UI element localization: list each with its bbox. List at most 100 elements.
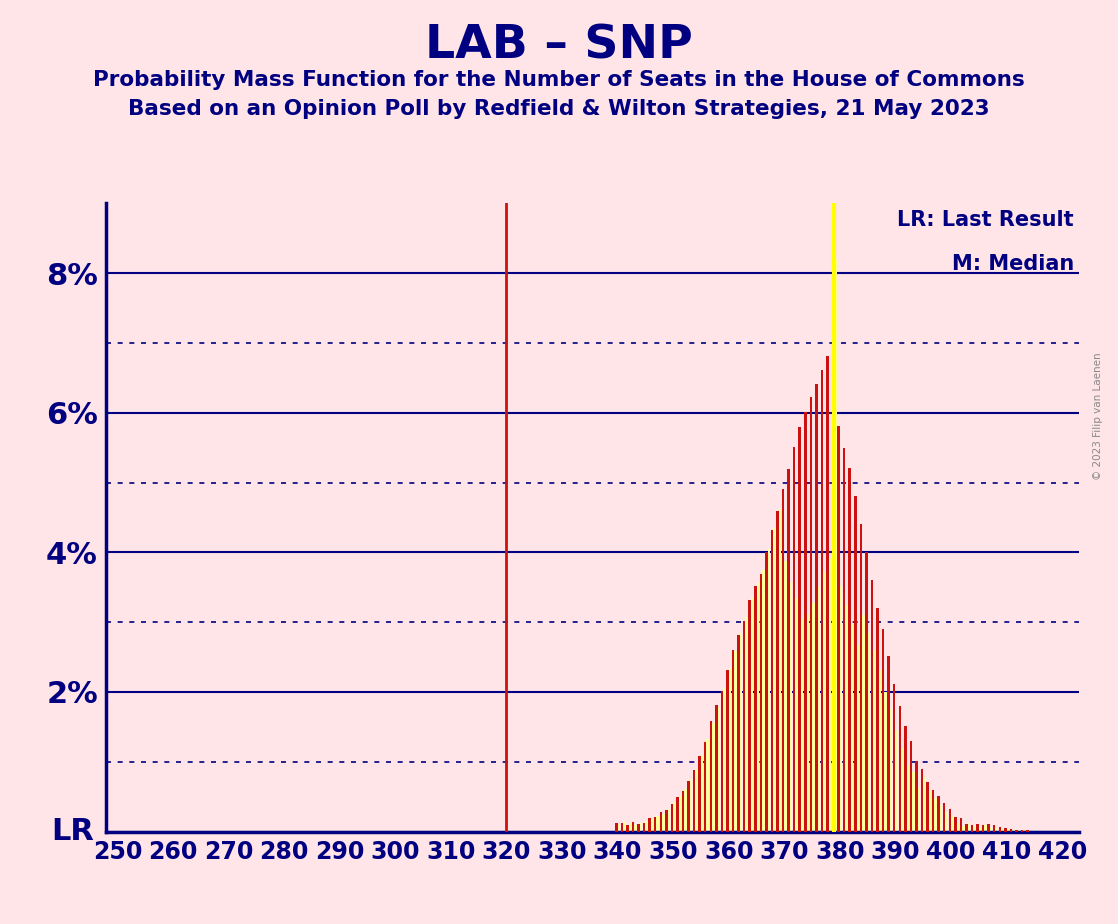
Bar [882,629,884,832]
Bar [918,788,920,832]
Bar [963,826,965,832]
Bar [800,619,804,832]
Bar [832,348,834,832]
Bar [989,827,993,832]
Bar [723,688,726,832]
Bar [809,397,812,832]
Bar [932,790,935,832]
Bar [735,651,737,832]
Bar [804,412,806,832]
Bar [923,777,926,832]
Bar [995,827,998,832]
Bar [704,742,707,832]
Bar [968,823,970,832]
Bar [690,779,692,832]
Bar [1015,830,1017,832]
Text: © 2023 Filip van Laenen: © 2023 Filip van Laenen [1093,352,1102,480]
Text: Based on an Opinion Poll by Redfield & Wilton Strategies, 21 May 2023: Based on an Opinion Poll by Redfield & W… [129,99,989,119]
Bar [660,812,662,832]
Bar [665,810,667,832]
Bar [1023,830,1026,832]
Bar [632,821,634,832]
Bar [637,824,639,832]
Bar [746,616,748,832]
Bar [984,825,987,832]
Bar [774,528,776,832]
Bar [1010,829,1012,832]
Bar [710,722,712,832]
Bar [940,805,942,832]
Bar [615,822,617,832]
Bar [959,818,963,832]
Bar [634,824,637,832]
Bar [893,685,896,832]
Bar [817,587,821,832]
Bar [617,824,620,832]
Bar [684,789,686,832]
Text: Probability Mass Function for the Number of Seats in the House of Commons: Probability Mass Function for the Number… [93,70,1025,91]
Bar [890,710,892,832]
Bar [765,553,768,832]
Bar [779,509,781,832]
Bar [948,809,951,832]
Bar [862,615,864,832]
Bar [793,447,795,832]
Bar [837,426,840,832]
Text: M: Median: M: Median [951,253,1074,274]
Bar [688,782,690,832]
Bar [742,621,746,832]
Bar [727,670,729,832]
Bar [823,572,826,832]
Bar [899,706,901,832]
Bar [970,824,974,832]
Bar [856,645,859,832]
Bar [626,824,628,832]
Bar [904,726,907,832]
Bar [770,530,774,832]
Bar [1004,828,1006,832]
Bar [768,549,770,832]
Bar [884,692,887,832]
Bar [754,586,757,832]
Bar [671,804,673,832]
Bar [982,824,984,832]
Bar [679,796,681,832]
Bar [656,816,659,832]
Bar [699,756,701,832]
Bar [812,602,815,832]
Bar [781,489,785,832]
Bar [873,650,875,832]
Bar [795,598,798,832]
Bar [701,755,703,832]
Bar [976,824,979,832]
Bar [843,447,845,832]
Bar [718,708,720,832]
Bar [673,802,675,832]
Text: LR: LR [51,817,95,846]
Bar [942,803,946,832]
Bar [751,598,754,832]
Bar [798,427,800,832]
Bar [707,739,709,832]
Bar [826,356,828,832]
Bar [721,691,723,832]
Bar [740,633,742,832]
Bar [937,796,940,832]
Bar [789,582,793,832]
Bar [693,771,695,832]
Bar [907,765,909,832]
Bar [1026,830,1029,832]
Bar [840,586,842,832]
Bar [896,730,898,832]
Text: LAB – SNP: LAB – SNP [425,23,693,68]
Bar [901,748,903,832]
Bar [628,822,632,832]
Bar [645,821,647,832]
Bar [834,259,836,832]
Bar [785,561,787,832]
Bar [1006,829,1010,832]
Bar [667,808,670,832]
Bar [946,812,948,832]
Bar [1012,830,1015,832]
Bar [623,821,626,832]
